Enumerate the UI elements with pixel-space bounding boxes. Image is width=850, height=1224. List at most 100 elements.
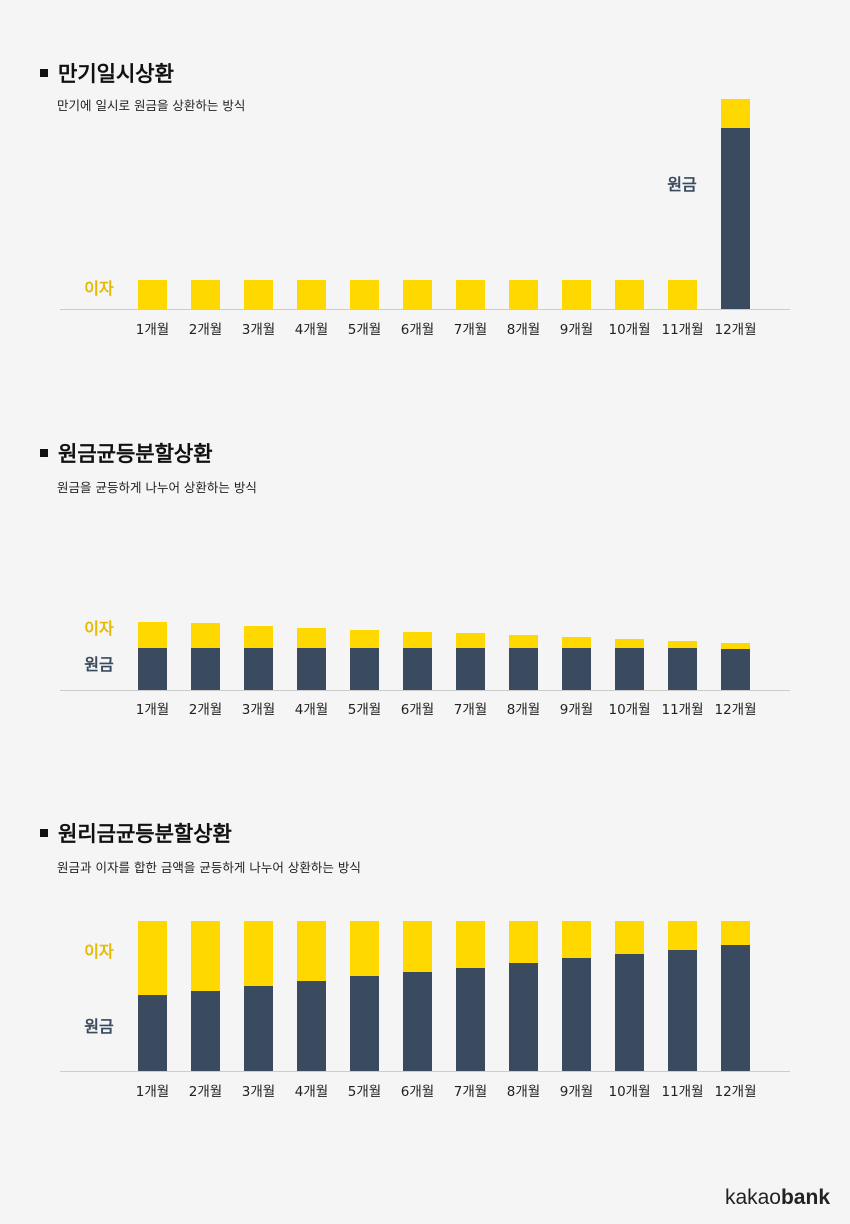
- x-tick-label: 5개월: [348, 1084, 381, 1100]
- x-tick-label: 7개월: [454, 322, 487, 338]
- bar-interest-1: [138, 280, 167, 309]
- x-tick-label: 3개월: [242, 322, 275, 338]
- x-tick-label: 2개월: [189, 702, 222, 718]
- bar-interest-9: [562, 280, 591, 309]
- x-tick-label: 3개월: [242, 1084, 275, 1100]
- bar-principal-1: [138, 995, 167, 1071]
- x-tick-label: 5개월: [348, 322, 381, 338]
- x-tick-label: 4개월: [295, 1084, 328, 1100]
- bar-interest-12: [721, 921, 750, 945]
- x-tick-label: 2개월: [189, 1084, 222, 1100]
- section-title: 원리금균등분할상환: [40, 818, 232, 848]
- series-label-interest: 이자: [84, 942, 114, 961]
- section-equal-principal: 원금균등분할상환 원금을 균등하게 나누어 상환하는 방식 1개월 2개월 3개월 4…: [0, 380, 850, 740]
- bar-interest-7: [456, 280, 485, 309]
- chart-lump-sum: 1개월 2개월 3개월 4개월 5개월 6개월 7개월 8개월 9개월 10개월 11개월 12개월 원…: [60, 99, 790, 338]
- bar-interest-2: [191, 623, 220, 648]
- bar-interest-4: [297, 921, 326, 981]
- section-subtitle: 만기에 일시로 원금을 상환하는 방식: [57, 98, 246, 113]
- bar-principal-4: [297, 981, 326, 1071]
- bar-interest-3: [244, 280, 273, 309]
- x-tick-label: 5개월: [348, 702, 381, 718]
- bar-principal-7: [456, 968, 485, 1071]
- bar-interest-7: [456, 921, 485, 968]
- x-tick-label: 8개월: [507, 702, 540, 718]
- x-tick-label: 9개월: [560, 702, 593, 718]
- bar-interest-6: [403, 632, 432, 648]
- bar-interest-2: [191, 921, 220, 991]
- section-title-text: 만기일시상환: [58, 62, 174, 86]
- bar-interest-3: [244, 626, 273, 648]
- series-label-interest: 이자: [84, 279, 114, 298]
- bar-principal-7: [456, 648, 485, 690]
- section-lump-sum: 만기일시상환 만기에 일시로 원금을 상환하는 방식 1개월 2개월 3개월 4개월 5…: [0, 0, 850, 360]
- bar-interest-1: [138, 921, 167, 995]
- bar-interest-6: [403, 280, 432, 309]
- x-tick-label: 1개월: [136, 322, 169, 338]
- bar-principal-10: [615, 954, 644, 1071]
- series-label-principal: 원금: [84, 655, 114, 674]
- bar-principal-10: [615, 648, 644, 690]
- bar-interest-9: [562, 921, 591, 958]
- bar-interest-11: [668, 921, 697, 950]
- section-title: 원금균등분할상환: [40, 438, 213, 468]
- bar-interest-7: [456, 633, 485, 648]
- x-tick-label: 4개월: [295, 702, 328, 718]
- bar-interest-3: [244, 921, 273, 986]
- bar-principal-1: [138, 648, 167, 690]
- x-tick-label: 7개월: [454, 1084, 487, 1100]
- chart-equal-principal: 1개월 2개월 3개월 4개월 5개월 6개월 7개월 8개월 9개월 10개월 11개월 12개월 원…: [60, 619, 790, 718]
- x-tick-label: 11개월: [661, 702, 703, 718]
- bar-principal-6: [403, 972, 432, 1071]
- bar-interest-8: [509, 921, 538, 963]
- x-tick-label: 9개월: [560, 322, 593, 338]
- x-tick-label: 12개월: [714, 322, 756, 338]
- x-tick-label: 10개월: [608, 702, 650, 718]
- bar-interest-11: [668, 280, 697, 309]
- bar-principal-12: [721, 649, 750, 690]
- title-bullet: [40, 449, 48, 457]
- x-tick-label: 6개월: [401, 1084, 434, 1100]
- bar-interest-4: [297, 628, 326, 648]
- kakaobank-logo: kakaobank: [725, 1186, 830, 1210]
- section-title: 만기일시상환: [40, 58, 174, 88]
- bar-principal-4: [297, 648, 326, 690]
- bar-interest-5: [350, 630, 379, 648]
- x-tick-label: 4개월: [295, 322, 328, 338]
- title-bullet: [40, 829, 48, 837]
- series-label-interest: 이자: [84, 619, 114, 638]
- x-tick-label: 1개월: [136, 1084, 169, 1100]
- bar-interest-10: [615, 921, 644, 954]
- x-tick-label: 11개월: [661, 1084, 703, 1100]
- bar-principal-8: [509, 648, 538, 690]
- bar-interest-11: [668, 641, 697, 648]
- brand-light: kakao: [724, 1186, 781, 1209]
- bar-interest-12: [721, 643, 750, 649]
- bar-interest-5: [350, 280, 379, 309]
- x-tick-label: 6개월: [401, 322, 434, 338]
- x-tick-label: 1개월: [136, 702, 169, 718]
- bar-interest-8: [509, 280, 538, 309]
- bar-principal-11: [668, 950, 697, 1071]
- bar-interest-8: [509, 635, 538, 648]
- section-title-text: 원리금균등분할상환: [58, 822, 232, 846]
- x-tick-label: 9개월: [560, 1084, 593, 1100]
- bar-principal-9: [562, 648, 591, 690]
- bar-interest-12: [721, 99, 750, 128]
- section-title-text: 원금균등분할상환: [58, 442, 213, 466]
- bar-principal-9: [562, 958, 591, 1071]
- brand-bold: bank: [780, 1186, 830, 1209]
- bar-interest-1: [138, 622, 167, 648]
- x-tick-label: 11개월: [661, 322, 703, 338]
- bar-principal-6: [403, 648, 432, 690]
- bar-principal-2: [191, 648, 220, 690]
- x-tick-label: 2개월: [189, 322, 222, 338]
- bar-interest-4: [297, 280, 326, 309]
- x-tick-label: 12개월: [714, 702, 756, 718]
- bar-principal-8: [509, 963, 538, 1071]
- x-tick-label: 8개월: [507, 1084, 540, 1100]
- x-tick-label: 12개월: [714, 1084, 756, 1100]
- bar-interest-10: [615, 639, 644, 648]
- x-tick-label: 8개월: [507, 322, 540, 338]
- x-tick-label: 3개월: [242, 702, 275, 718]
